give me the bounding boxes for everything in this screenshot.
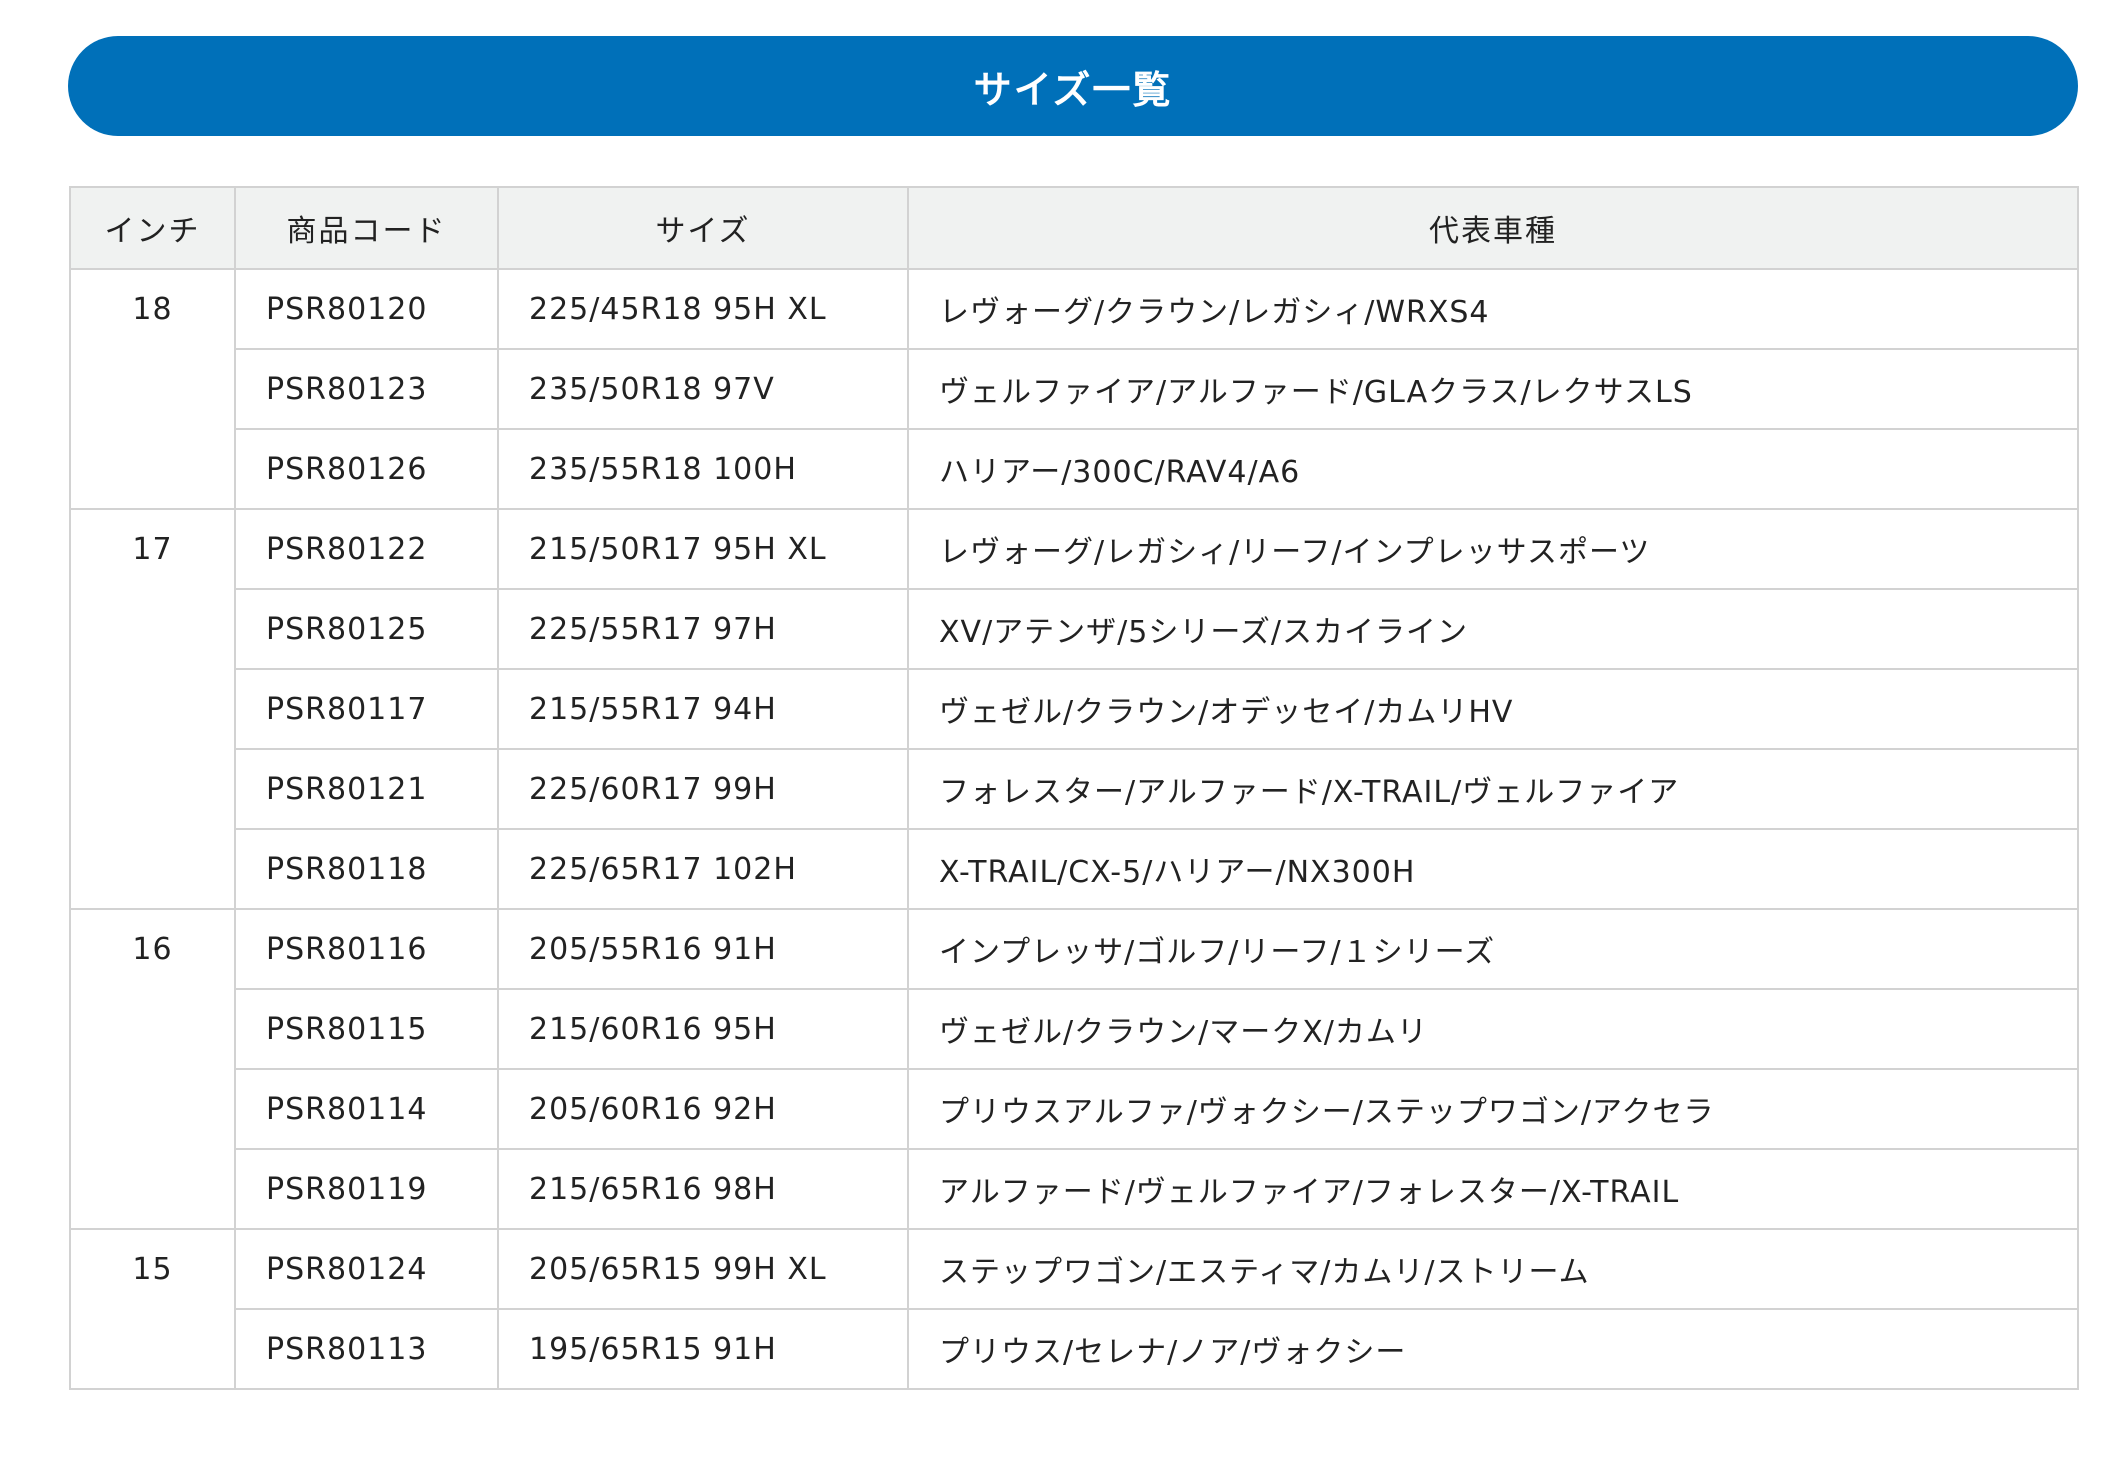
size-cell: 215/50R17 95H XL: [497, 508, 909, 590]
page-title: サイズ一覧: [973, 67, 1173, 112]
header-inch: インチ: [69, 186, 236, 270]
code-cell: PSR80123: [234, 348, 499, 430]
size-cell: 195/65R15 91H: [497, 1308, 909, 1390]
header-code: 商品コード: [234, 186, 499, 270]
table-row: PSR80115 215/60R16 95H ヴェゼル/クラウン/マークX/カムリ: [70, 988, 2079, 1070]
table-row: PSR80126 235/55R18 100H ハリアー/300C/RAV4/A6: [70, 428, 2079, 510]
inch-cell: 17: [69, 508, 236, 910]
cars-cell: プリウスアルファ/ヴォクシー/ステップワゴン/アクセラ: [907, 1068, 2079, 1150]
table-row: 17 PSR80122 215/50R17 95H XL レヴォーグ/レガシィ/リーフ…: [69, 508, 2079, 910]
size-cell: 205/65R15 99H XL: [497, 1228, 909, 1310]
code-cell: PSR80124: [234, 1228, 499, 1310]
table-row: 18 PSR80120 225/45R18 95H XL レヴォーグ/クラウン/レガシ…: [69, 268, 2079, 510]
code-cell: PSR80117: [234, 668, 499, 750]
cars-cell: レヴォーグ/レガシィ/リーフ/インプレッサスポーツ: [907, 508, 2079, 590]
size-cell: 225/45R18 95H XL: [497, 268, 909, 350]
table-header-row: インチ 商品コード サイズ 代表車種: [69, 186, 2079, 270]
table-row: PSR80113 195/65R15 91H プリウス/セレナ/ノア/ヴォクシー: [70, 1308, 2079, 1390]
size-cell: 225/65R17 102H: [497, 828, 909, 910]
inch-cell: 15: [69, 1228, 236, 1390]
size-cell: 215/65R16 98H: [497, 1148, 909, 1230]
header-size: サイズ: [497, 186, 909, 270]
table-row: PSR80117 215/55R17 94H ヴェゼル/クラウン/オデッセイ/カムリ…: [70, 668, 2079, 750]
table-row: PSR80114 205/60R16 92H プリウスアルファ/ヴォクシー/ステップ…: [70, 1068, 2079, 1150]
code-cell: PSR80125: [234, 588, 499, 670]
size-cell: 205/55R16 91H: [497, 908, 909, 990]
table-row: PSR80123 235/50R18 97V ヴェルファイア/アルファード/GLAク…: [70, 348, 2079, 430]
size-cell: 215/60R16 95H: [497, 988, 909, 1070]
cars-cell: インプレッサ/ゴルフ/リーフ/１シリーズ: [907, 908, 2079, 990]
cars-cell: XV/アテンザ/5シリーズ/スカイライン: [907, 588, 2079, 670]
table-row: PSR80125 225/55R17 97H XV/アテンザ/5シリーズ/スカイライ…: [70, 588, 2079, 670]
size-cell: 235/55R18 100H: [497, 428, 909, 510]
table-row: PSR80121 225/60R17 99H フォレスター/アルファード/X-TRA…: [70, 748, 2079, 830]
table-row: 16 PSR80116 205/55R16 91H インプレッサ/ゴルフ/リーフ/１シ…: [69, 908, 2079, 1230]
cars-cell: アルファード/ヴェルファイア/フォレスター/X-TRAIL: [907, 1148, 2079, 1230]
header-cars: 代表車種: [907, 186, 2079, 270]
size-cell: 225/60R17 99H: [497, 748, 909, 830]
cars-cell: プリウス/セレナ/ノア/ヴォクシー: [907, 1308, 2079, 1390]
cars-cell: ハリアー/300C/RAV4/A6: [907, 428, 2079, 510]
cars-cell: フォレスター/アルファード/X-TRAIL/ヴェルファイア: [907, 748, 2079, 830]
code-cell: PSR80115: [234, 988, 499, 1070]
code-cell: PSR80120: [234, 268, 499, 350]
code-cell: PSR80118: [234, 828, 499, 910]
code-cell: PSR80126: [234, 428, 499, 510]
code-cell: PSR80121: [234, 748, 499, 830]
size-cell: 235/50R18 97V: [497, 348, 909, 430]
code-cell: PSR80122: [234, 508, 499, 590]
inch-cell: 18: [69, 268, 236, 510]
cars-cell: ヴェルファイア/アルファード/GLAクラス/レクサスLS: [907, 348, 2079, 430]
size-cell: 225/55R17 97H: [497, 588, 909, 670]
cars-cell: X-TRAIL/CX-5/ハリアー/NX300H: [907, 828, 2079, 910]
size-cell: 215/55R17 94H: [497, 668, 909, 750]
cars-cell: ヴェゼル/クラウン/マークX/カムリ: [907, 988, 2079, 1070]
code-cell: PSR80114: [234, 1068, 499, 1150]
size-cell: 205/60R16 92H: [497, 1068, 909, 1150]
inch-cell: 16: [69, 908, 236, 1230]
table-row: 15 PSR80124 205/65R15 99H XL ステップワゴン/エスティマ/…: [69, 1228, 2079, 1390]
code-cell: PSR80119: [234, 1148, 499, 1230]
size-table: インチ 商品コード サイズ 代表車種 18 PSR80120 225/45R18 9…: [69, 186, 2079, 1390]
cars-cell: ヴェゼル/クラウン/オデッセイ/カムリHV: [907, 668, 2079, 750]
table-row: PSR80118 225/65R17 102H X-TRAIL/CX-5/ハリアー/…: [70, 828, 2079, 910]
cars-cell: レヴォーグ/クラウン/レガシィ/WRXS4: [907, 268, 2079, 350]
cars-cell: ステップワゴン/エスティマ/カムリ/ストリーム: [907, 1228, 2079, 1310]
table-row: PSR80119 215/65R16 98H アルファード/ヴェルファイア/フォレス…: [70, 1148, 2079, 1230]
page-title-banner: サイズ一覧: [68, 36, 2078, 136]
code-cell: PSR80113: [234, 1308, 499, 1390]
code-cell: PSR80116: [234, 908, 499, 990]
